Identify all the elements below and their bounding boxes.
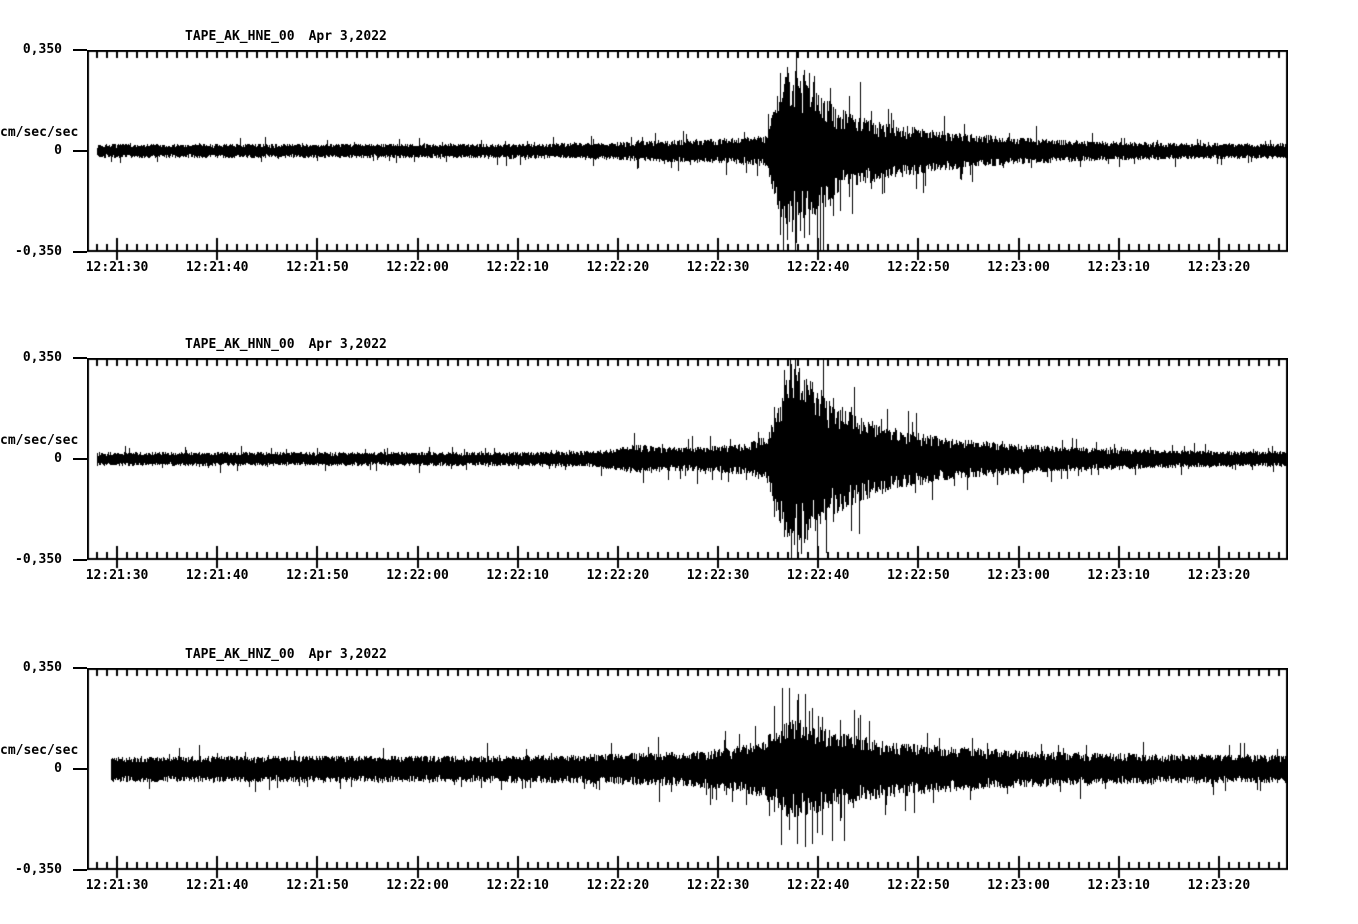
y-tick-label-max: 0,350 — [22, 42, 62, 57]
x-tick-label: 12:22:30 — [686, 568, 750, 583]
x-tick-label: 12:21:30 — [85, 260, 149, 275]
y-tick-label-max: 0,350 — [22, 350, 62, 365]
x-tick-label: 12:22:50 — [887, 878, 950, 893]
y-tick-label-min: -0,350 — [15, 862, 62, 877]
x-tick-label: 12:22:10 — [486, 568, 550, 583]
channel-title: TAPE_AK_HNZ_00 — [185, 647, 295, 662]
x-tick-label: 12:22:20 — [586, 568, 650, 583]
x-tick-label: 12:22:20 — [586, 878, 650, 893]
y-tick-mark-zero — [73, 150, 87, 152]
y-axis-unit-label: cm/sec/sec — [0, 743, 79, 758]
y-tick-mark-min — [73, 559, 87, 561]
panel-title-row: TAPE_AK_HNN_00 Apr 3,2022 — [185, 338, 387, 352]
y-axis-unit-label: cm/sec/sec — [0, 433, 79, 448]
y-tick-label-zero: 0 — [54, 451, 62, 466]
date-label: Apr 3,2022 — [308, 29, 387, 44]
x-tick-label: 12:23:20 — [1187, 260, 1251, 275]
x-tick-label: 12:21:40 — [185, 568, 249, 583]
panel-title-row: TAPE_AK_HNZ_00 Apr 3,2022 — [185, 648, 387, 662]
waveform-canvas-hnn — [87, 358, 1288, 570]
x-tick-label: 12:23:00 — [987, 878, 1050, 893]
x-tick-label: 12:23:20 — [1187, 568, 1251, 583]
x-tick-label: 12:23:00 — [987, 568, 1050, 583]
waveform-canvas-hne — [87, 50, 1288, 262]
x-tick-label: 12:22:40 — [786, 260, 850, 275]
x-tick-label: 12:21:30 — [85, 878, 149, 893]
x-axis-labels: 12:21:30 12:21:40 12:21:50 12:22:00 12:22:10… — [85, 878, 1288, 894]
x-tick-label: 12:23:10 — [1087, 568, 1151, 583]
y-tick-mark-max — [73, 667, 87, 669]
x-tick-label: 12:22:10 — [486, 260, 550, 275]
x-axis-labels: 12:21:30 12:21:40 12:21:50 12:22:00 12:22:10… — [85, 568, 1288, 584]
x-tick-label: 12:22:40 — [786, 568, 850, 583]
y-tick-label-max: 0,350 — [22, 660, 62, 675]
x-tick-label: 12:22:00 — [386, 260, 449, 275]
y-tick-label-zero: 0 — [54, 143, 62, 158]
x-tick-label: 12:23:20 — [1187, 878, 1251, 893]
x-tick-label: 12:21:40 — [185, 878, 249, 893]
x-tick-label: 12:22:30 — [686, 260, 750, 275]
y-tick-mark-max — [73, 49, 87, 51]
y-tick-mark-zero — [73, 458, 87, 460]
panel-title-row: TAPE_AK_HNE_00 Apr 3,2022 — [185, 30, 387, 44]
x-tick-label: 12:22:30 — [686, 878, 750, 893]
waveform-canvas-hnz — [87, 668, 1288, 880]
y-tick-mark-min — [73, 869, 87, 871]
x-tick-label: 12:22:40 — [786, 878, 850, 893]
channel-title: TAPE_AK_HNN_00 — [185, 337, 295, 352]
y-axis-unit-label: cm/sec/sec — [0, 125, 79, 140]
x-tick-label: 12:22:00 — [386, 568, 449, 583]
y-tick-label-min: -0,350 — [15, 552, 62, 567]
x-tick-label: 12:22:10 — [486, 878, 550, 893]
y-tick-label-zero: 0 — [54, 761, 62, 776]
x-tick-label: 12:22:00 — [386, 878, 449, 893]
date-label: Apr 3,2022 — [308, 337, 387, 352]
y-tick-mark-zero — [73, 768, 87, 770]
x-tick-label: 12:23:00 — [987, 260, 1050, 275]
x-tick-label: 12:21:30 — [85, 568, 149, 583]
x-tick-label: 12:23:10 — [1087, 260, 1151, 275]
channel-title: TAPE_AK_HNE_00 — [185, 29, 295, 44]
x-tick-label: 12:22:20 — [586, 260, 650, 275]
x-axis-labels: 12:21:30 12:21:40 12:21:50 12:22:00 12:22:10… — [85, 260, 1288, 276]
x-tick-label: 12:21:50 — [286, 568, 349, 583]
x-tick-label: 12:21:50 — [286, 878, 349, 893]
y-tick-label-min: -0,350 — [15, 244, 62, 259]
x-tick-label: 12:22:50 — [887, 568, 950, 583]
x-tick-label: 12:23:10 — [1087, 878, 1151, 893]
y-tick-mark-max — [73, 357, 87, 359]
x-tick-label: 12:21:40 — [185, 260, 249, 275]
date-label: Apr 3,2022 — [308, 647, 387, 662]
y-tick-mark-min — [73, 251, 87, 253]
x-tick-label: 12:22:50 — [887, 260, 950, 275]
x-tick-label: 12:21:50 — [286, 260, 349, 275]
